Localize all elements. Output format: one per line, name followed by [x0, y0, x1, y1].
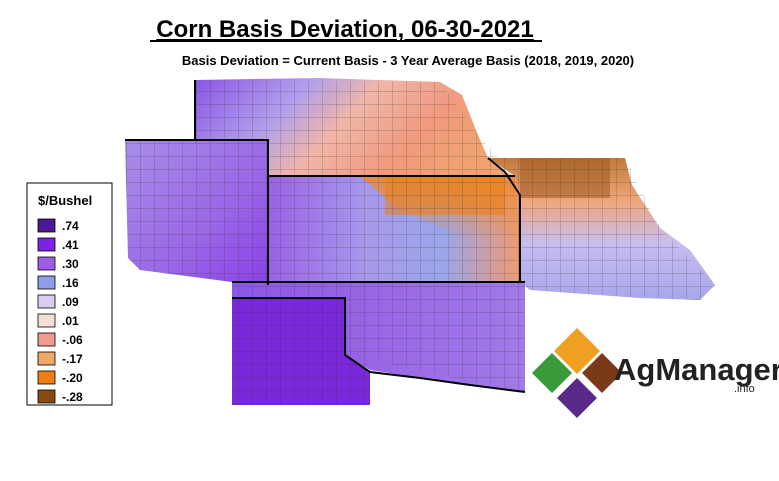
legend-label: .30	[62, 257, 79, 271]
legend-label: .09	[62, 295, 79, 309]
legend-label: -.20	[62, 371, 83, 385]
logo-suffix: .info	[734, 383, 755, 395]
legend-label: -.06	[62, 333, 83, 347]
logo-tile	[582, 353, 622, 393]
legend-label: .16	[62, 276, 79, 290]
legend-swatch	[37, 256, 56, 271]
legend-label: .74	[62, 219, 79, 233]
legend-swatch	[37, 313, 56, 328]
legend-swatch	[37, 370, 56, 385]
legend-title: $/Bushel	[38, 193, 92, 208]
legend-swatch	[37, 294, 56, 309]
legend-items: .74 .41 .30 .16 .09 .01 -.06 -.17 -.20 -.28	[37, 218, 83, 404]
legend-label: -.28	[62, 390, 83, 404]
logo-tile	[557, 378, 597, 418]
title: Corn Basis Deviation, 06-30-2021	[156, 16, 534, 43]
legend-swatch	[37, 218, 56, 233]
map-regions	[125, 78, 715, 405]
logo: AgManager .info	[532, 328, 779, 418]
legend-label: -.17	[62, 352, 83, 366]
legend: $/Bushel .74 .41 .30 .16 .09 .01 -.06 -.17 -.20 -…	[26, 182, 113, 406]
subtitle: Basis Deviation = Current Basis - 3 Year…	[182, 53, 634, 68]
legend-swatch	[37, 275, 56, 290]
logo-tile	[554, 328, 600, 374]
legend-label: .01	[62, 314, 79, 328]
county-lines	[125, 80, 715, 405]
logo-name: AgManager	[614, 352, 779, 387]
legend-label: .41	[62, 238, 79, 252]
state-borders	[125, 80, 526, 393]
legend-swatch	[37, 237, 56, 252]
legend-swatch	[37, 332, 56, 347]
legend-swatch	[37, 351, 56, 366]
logo-tile	[532, 353, 572, 393]
legend-swatch	[37, 389, 56, 404]
